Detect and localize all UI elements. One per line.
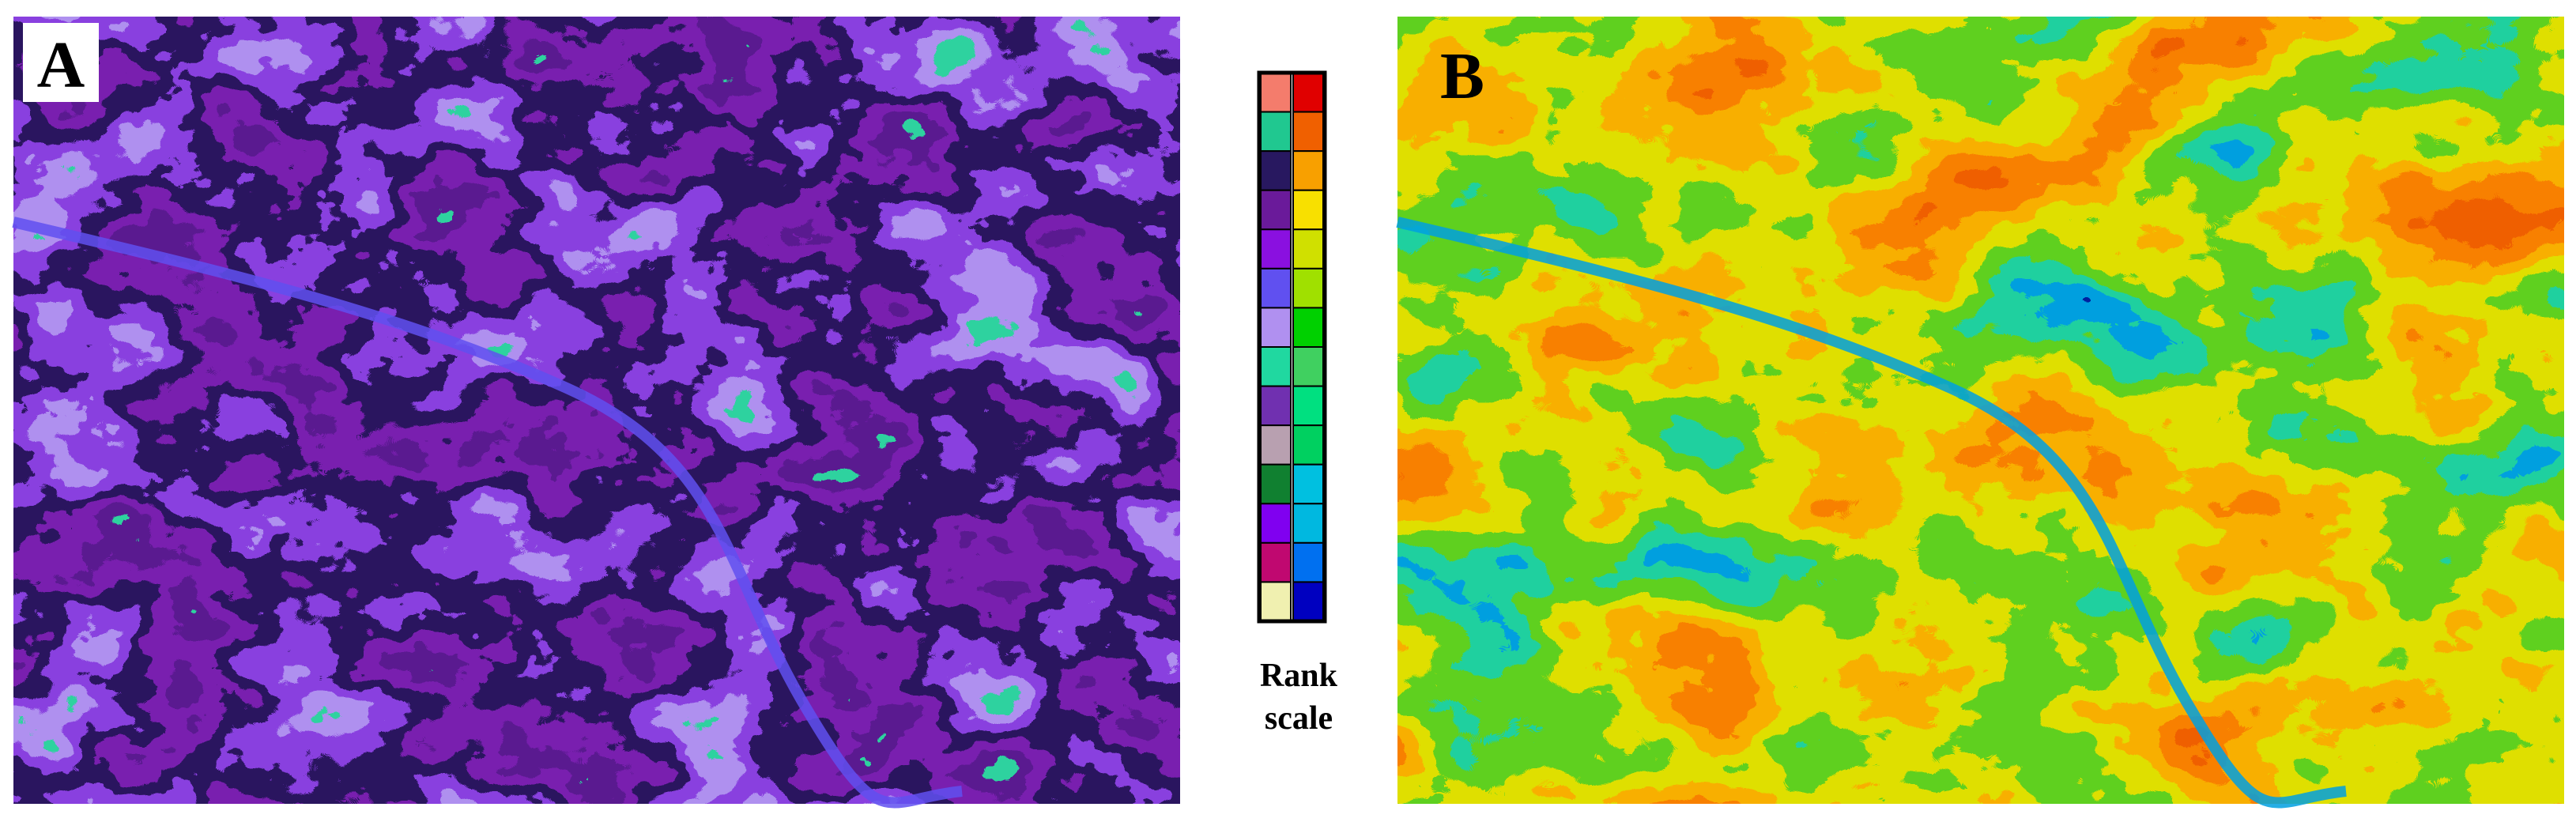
panels	[12, 17, 2564, 809]
scale-swatch	[1292, 307, 1324, 348]
scale-swatch	[1260, 385, 1292, 427]
scale-swatch	[1292, 111, 1324, 153]
scale-swatch	[1260, 307, 1292, 348]
scale-swatch	[1292, 424, 1324, 466]
panel-label: A	[37, 28, 85, 102]
scale-swatch	[1260, 541, 1292, 583]
scale-swatch	[1260, 267, 1292, 309]
scale-swatch	[1260, 189, 1292, 231]
panel-label: B	[1440, 40, 1484, 113]
river	[1396, 217, 2347, 809]
scale-swatch	[1292, 228, 1324, 270]
scale-swatch	[1260, 228, 1292, 270]
scale-swatch	[1292, 503, 1324, 544]
scale-swatch	[1292, 541, 1324, 583]
river	[12, 217, 963, 809]
scale-swatch	[1292, 189, 1324, 231]
scale-swatch	[1292, 150, 1324, 191]
scale-swatch	[1292, 581, 1324, 623]
map-image	[13, 17, 1180, 804]
scale-swatch	[1292, 72, 1324, 113]
scale-frame	[1257, 70, 1327, 624]
scale-swatch	[1292, 463, 1324, 505]
scale-swatch	[1292, 385, 1324, 427]
map-image	[1397, 17, 2564, 804]
scale-swatch	[1260, 72, 1292, 113]
label-box	[23, 23, 99, 102]
scale-title: scale	[1265, 700, 1333, 737]
map-panel	[1396, 17, 2564, 809]
map-panel	[12, 17, 1180, 809]
rank-scale	[1257, 70, 1327, 624]
scale-swatch	[1292, 346, 1324, 387]
scale-swatch	[1292, 267, 1324, 309]
scale-swatch	[1260, 463, 1292, 505]
scale-swatch	[1260, 581, 1292, 623]
scale-swatch	[1260, 503, 1292, 544]
scale-swatch	[1260, 150, 1292, 191]
scale-title: Rank	[1260, 658, 1338, 694]
scale-swatch	[1260, 111, 1292, 153]
scale-swatch	[1260, 346, 1292, 387]
scale-swatch	[1260, 424, 1292, 466]
